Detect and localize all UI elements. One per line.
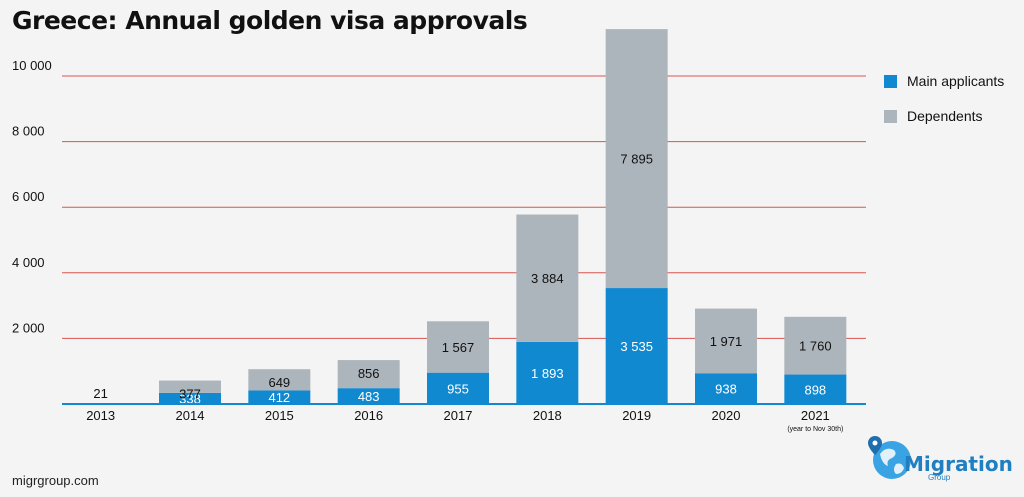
logo-name: Migration [904,452,1013,476]
bar-main-2015 [248,390,311,404]
data-label-main-2015: 412 [268,390,290,405]
bar-main-2016 [337,388,400,404]
data-label-dependents-2021: 1 760 [799,339,832,354]
bar-main-2019 [605,288,668,404]
data-label-main-2017: 955 [447,381,469,396]
y-tick-label-4000: 4 000 [12,255,45,270]
legend-item-main: Main applicants [884,72,1004,90]
x-tick-label-2015: 2015 [265,408,294,423]
y-tick-label-6000: 6 000 [12,189,45,204]
source-text: migrgroup.com [12,473,99,488]
x-tick-note-2021: (year to Nov 30th) [787,426,843,433]
data-label-main-2020: 938 [715,382,737,397]
legend-swatch-dependents [884,109,897,123]
logo-subtitle: Group [928,473,951,482]
data-label-main-2021: 898 [804,382,826,397]
legend-label-dependents: Dependents [907,108,983,124]
globe-continents-icon [880,448,904,474]
x-tick-label-2013: 2013 [86,408,115,423]
bar-main-2020 [695,373,757,404]
legend-item-dependents: Dependents [884,107,1004,125]
x-tick-label-2016: 2016 [354,408,383,423]
y-tick-label-8000: 8 000 [12,124,45,139]
bar-dependents-2014 [159,380,221,393]
bar-main-2017 [427,372,489,404]
bar-dependents-2020 [695,308,757,374]
bar-main-2014 [159,392,221,404]
bar-dependents-2016 [337,360,400,389]
legend-swatch-main [884,74,897,88]
data-label-dependents-2018: 3 884 [531,271,564,286]
x-tick-label-2017: 2017 [444,408,473,423]
bar-dependents-2018 [516,214,579,342]
bar-main-2021 [784,374,847,404]
legend-label-main: Main applicants [907,73,1005,89]
data-label-dependents-2015: 649 [268,375,290,390]
data-label-dependents-2020: 1 971 [710,334,743,349]
data-label-main-2013: 21 [93,386,107,401]
x-tick-label-2018: 2018 [533,408,562,423]
y-tick-label-10000: 10 000 [12,58,52,73]
data-label-main-2018: 1 893 [531,366,564,381]
migration-group-logo [868,436,911,479]
bar-dependents-2017 [427,321,489,373]
x-tick-label-2021: 2021 [801,408,830,423]
bar-main-2018 [516,341,579,404]
legend: Main applicants Dependents [884,72,1004,142]
data-label-main-2014: 338 [179,391,201,406]
x-tick-label-2020: 2020 [712,408,741,423]
data-label-dependents-2014: 377 [179,387,201,402]
bar-dependents-2015 [248,369,311,391]
data-label-dependents-2017: 1 567 [442,340,475,355]
data-label-dependents-2016: 856 [358,366,380,381]
data-label-main-2016: 483 [358,389,380,404]
x-tick-label-2014: 2014 [176,408,205,423]
chart-title: Greece: Annual golden visa approvals [12,6,528,35]
x-tick-label-2019: 2019 [622,408,651,423]
bar-dependents-2021 [784,316,847,375]
bar-dependents-2019 [605,29,668,289]
data-label-dependents-2019: 7 895 [620,152,653,167]
y-tick-label-2000: 2 000 [12,320,45,335]
data-label-main-2019: 3 535 [620,339,653,354]
